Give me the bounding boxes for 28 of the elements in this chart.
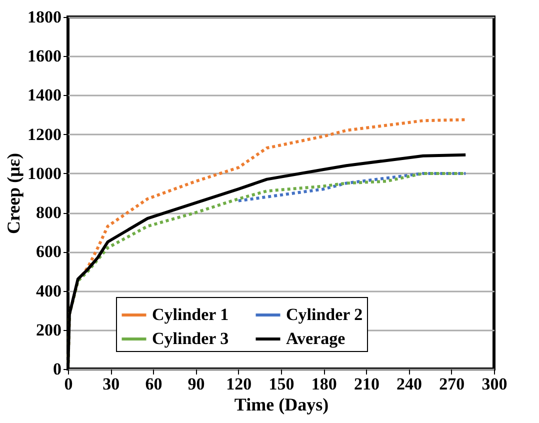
- y-tick-label: 1400: [28, 86, 62, 105]
- x-tick-label: 210: [354, 374, 380, 394]
- y-tick-label: 1000: [28, 164, 62, 183]
- x-tick-label: 300: [482, 374, 508, 394]
- y-tick-label: 1600: [28, 46, 62, 66]
- x-tick-label: 180: [311, 374, 337, 394]
- x-tick-label: 30: [102, 374, 120, 394]
- x-tick-label: 90: [188, 374, 205, 394]
- legend-label: Cylinder 2: [286, 305, 363, 324]
- y-tick-label: 400: [36, 281, 62, 300]
- x-tick-label: 60: [145, 374, 162, 394]
- legend-label: Average: [286, 329, 346, 348]
- x-axis-title: Time (Days): [234, 394, 329, 414]
- y-tick-label: 1800: [28, 8, 62, 26]
- line-series: [236, 172, 468, 202]
- y-tick-label: 600: [36, 242, 62, 262]
- x-tick-label: 270: [439, 374, 465, 394]
- x-tick-label: 150: [268, 374, 294, 394]
- legend-label: Cylinder 1: [152, 305, 229, 324]
- y-axis-title: Creep (με): [4, 152, 24, 234]
- x-tick-label: 0: [64, 374, 73, 394]
- y-tick-label: 800: [36, 203, 62, 222]
- y-tick-label: 0: [53, 360, 62, 378]
- x-tick-label: 120: [226, 374, 252, 394]
- y-tick-label: 1200: [28, 124, 62, 144]
- y-tick-label: 200: [36, 320, 62, 340]
- x-tick-label: 240: [396, 374, 422, 394]
- legend-label: Cylinder 3: [152, 329, 229, 348]
